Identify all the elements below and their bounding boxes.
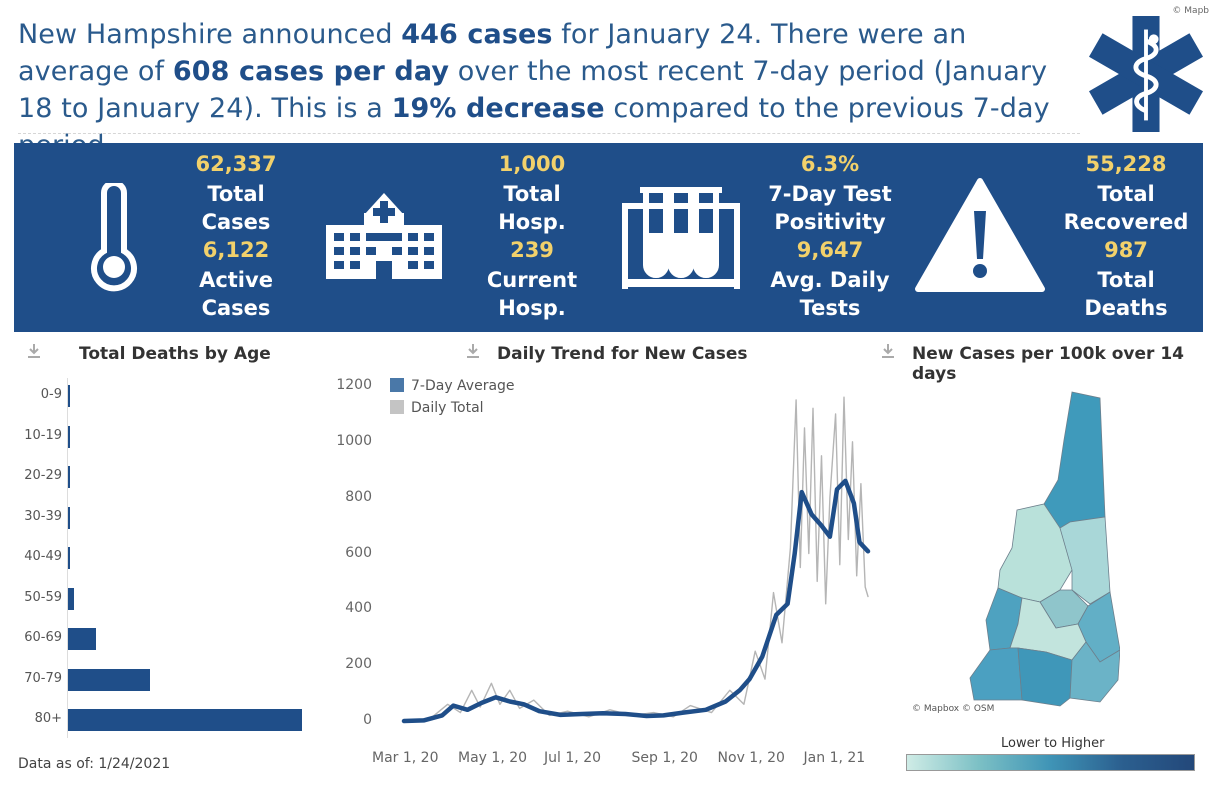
- download-icon[interactable]: [26, 343, 42, 359]
- legend-swatch-avg: [390, 378, 404, 392]
- age-chart-axis: [67, 378, 68, 738]
- y-tick-label: 1200: [336, 377, 372, 393]
- county-rockingham: [1069, 641, 1120, 703]
- y-tick-label: 200: [345, 656, 372, 673]
- age-label: 60-69: [24, 630, 62, 645]
- age-bar[interactable]: [68, 466, 70, 488]
- positivity-value: 6.3%: [800, 152, 860, 176]
- download-icon[interactable]: [465, 343, 481, 359]
- map-legend-title: Lower to Higher: [1001, 736, 1105, 751]
- x-tick-label: May 1, 20: [458, 750, 528, 766]
- daily-tests-value: 9,647: [796, 238, 864, 262]
- total-hosp-label: Total Hosp.: [498, 182, 566, 234]
- y-tick-label: 0: [363, 712, 372, 728]
- age-bar[interactable]: [68, 709, 302, 731]
- positivity-label: 7-Day Test Positivity: [768, 182, 892, 234]
- daily-trend-title: Daily Trend for New Cases: [497, 344, 748, 364]
- new-hampshire-map[interactable]: [960, 380, 1120, 710]
- y-tick-label: 600: [345, 544, 372, 561]
- active-cases-label: Active Cases: [199, 268, 273, 320]
- age-label: 0-9: [40, 387, 62, 402]
- county-cheshire: [969, 647, 1023, 701]
- data-as-of: Data as of: 1/24/2021: [18, 756, 171, 772]
- age-bar[interactable]: [68, 628, 97, 650]
- download-icon[interactable]: [880, 343, 896, 359]
- thermometer-icon: [91, 183, 137, 292]
- x-tick-label: Jul 1, 20: [544, 750, 602, 766]
- daily-trend-chart[interactable]: [380, 370, 880, 740]
- headline-summary: New Hampshire announced 446 cases for Ja…: [18, 16, 1080, 164]
- map-credit-top: © Mapb: [1172, 6, 1209, 16]
- headline-average: 608 cases per day: [172, 56, 450, 87]
- daily-total-line[interactable]: [403, 396, 869, 722]
- total-hosp-value: 1,000: [498, 152, 566, 176]
- legend-swatch-daily: [390, 400, 404, 414]
- legend-daily-total[interactable]: Daily Total: [390, 400, 484, 416]
- county-coos: [1043, 391, 1106, 531]
- seven-day-average-line[interactable]: [401, 478, 871, 724]
- age-label: 10-19: [24, 427, 62, 443]
- y-tick-label: 400: [345, 600, 372, 617]
- star-of-life-icon: [1089, 16, 1203, 132]
- age-label: 50-59: [24, 589, 62, 605]
- headline-change: 19% decrease: [391, 93, 605, 124]
- age-bar[interactable]: [68, 385, 70, 407]
- x-tick-label: Mar 1, 20: [372, 750, 439, 766]
- active-cases-value: 6,122: [202, 238, 270, 262]
- age-label: 70-79: [24, 670, 62, 686]
- headline-text-3: over the most recent 7-day period (Janua…: [18, 56, 1048, 124]
- recovered-value: 55,228: [1085, 152, 1167, 176]
- legend-7day-average[interactable]: 7-Day Average: [390, 378, 515, 394]
- age-label: 30-39: [24, 508, 62, 524]
- deaths-by-age-title: Total Deaths by Age: [79, 344, 271, 364]
- y-tick-label: 1000: [336, 432, 372, 449]
- recovered-label: Total Recovered: [1063, 182, 1189, 234]
- stats-banner: 62,337 Total Cases 6,122 Active Cases 1,00…: [14, 143, 1203, 332]
- headline-text-1: New Hampshire announced: [18, 19, 402, 50]
- age-bar[interactable]: [68, 668, 150, 691]
- deaths-label: Total Deaths: [1084, 268, 1168, 320]
- hospital-icon: [326, 193, 442, 279]
- headline-text-2: for January 24. There were an average of: [18, 19, 967, 87]
- age-bar[interactable]: [68, 547, 70, 569]
- daily-tests-label: Avg. Daily Tests: [770, 268, 890, 320]
- warning-icon: [915, 178, 1045, 292]
- age-bar[interactable]: [68, 587, 75, 610]
- map-legend-gradient: [906, 754, 1195, 771]
- x-tick-label: Jan 1, 21: [803, 750, 866, 766]
- total-cases-label: Total Cases: [201, 182, 271, 234]
- age-label: 20-29: [24, 468, 62, 483]
- age-bar[interactable]: [68, 425, 70, 448]
- test-tubes-icon: [622, 187, 740, 289]
- total-cases-value: 62,337: [195, 152, 277, 176]
- current-hosp-label: Current Hosp.: [486, 268, 578, 320]
- deaths-value: 987: [1104, 238, 1148, 262]
- x-tick-label: Sep 1, 20: [631, 750, 698, 766]
- headline-divider: [18, 133, 1080, 134]
- age-label: 80+: [34, 711, 62, 726]
- map-title: New Cases per 100k over 14 days: [912, 344, 1184, 384]
- x-tick-label: Nov 1, 20: [717, 750, 785, 766]
- current-hosp-value: 239: [510, 238, 554, 262]
- mapbox-credit: © Mapbox © OSM: [912, 704, 995, 714]
- headline-cases: 446 cases: [401, 19, 553, 50]
- y-tick-label: 800: [345, 488, 372, 505]
- age-bar[interactable]: [68, 506, 70, 529]
- age-label: 40-49: [24, 549, 62, 564]
